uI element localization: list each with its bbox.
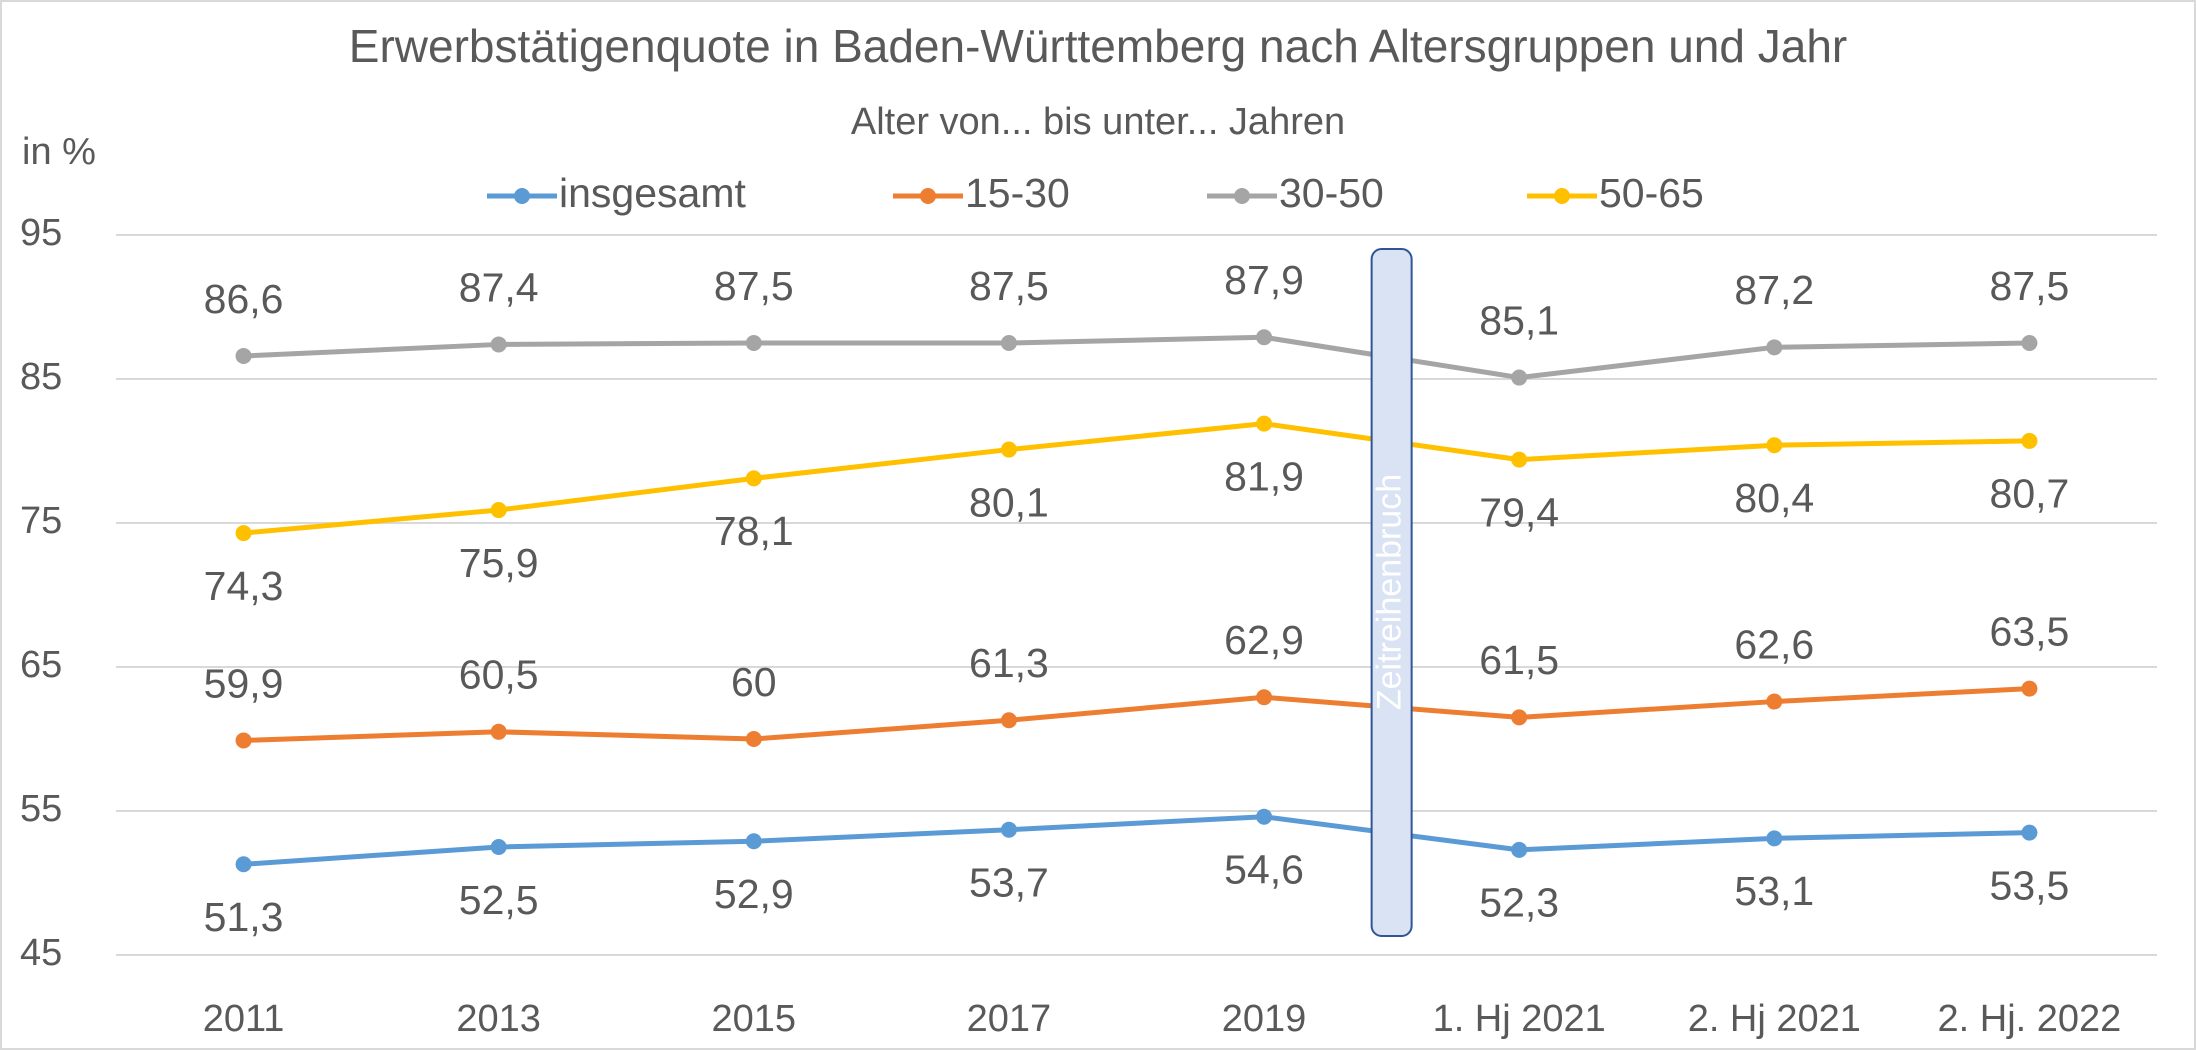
x-tick-label: 2019 (1222, 998, 1307, 1040)
point (490, 502, 507, 519)
line (243, 686, 2030, 743)
point (1766, 437, 1783, 454)
point (1256, 329, 1273, 346)
point (1000, 712, 1017, 729)
x-tick-label: 2013 (456, 998, 541, 1040)
data-label: 80,7 (1990, 471, 2070, 517)
data-label: 53,5 (1990, 862, 2070, 908)
point (235, 525, 252, 542)
legend-label: 15-30 (965, 170, 1070, 216)
data-label: 61,3 (969, 640, 1049, 686)
data-label: 81,9 (1224, 453, 1304, 499)
legend-label: 50-65 (1599, 170, 1704, 216)
point (2021, 335, 2038, 351)
chart-title: Erwerbstätigenquote in Baden-Württemberg… (349, 20, 1847, 72)
point (1256, 808, 1273, 825)
chart-subtitle: Alter von... bis unter... Jahren (851, 101, 1345, 143)
point (1256, 415, 1273, 432)
point (1766, 339, 1783, 356)
line (243, 421, 2030, 536)
point (235, 856, 252, 873)
data-label: 86,6 (204, 276, 284, 322)
data-label: 87,2 (1734, 267, 1814, 313)
x-tick-label: 2015 (712, 998, 797, 1040)
data-label: 51,3 (204, 894, 284, 940)
data-label: 87,4 (459, 264, 539, 310)
point (1511, 451, 1528, 468)
data-label: 63,5 (1990, 608, 2070, 654)
data-label: 53,1 (1734, 868, 1814, 914)
data-label: 62,6 (1734, 621, 1814, 667)
point (1766, 830, 1783, 847)
legend-marker (1554, 188, 1570, 204)
point (745, 335, 762, 351)
data-label: 78,1 (714, 508, 794, 554)
data-label: 75,9 (459, 540, 539, 586)
series-break (1370, 248, 1413, 937)
y-tick-label: 45 (20, 932, 62, 974)
data-label: 60 (731, 659, 777, 705)
point (1511, 841, 1528, 858)
data-label: 80,1 (969, 479, 1049, 525)
data-label: 59,9 (204, 660, 284, 706)
point (2021, 824, 2038, 841)
point (745, 470, 762, 487)
y-tick-label: 55 (20, 788, 62, 830)
legend-label: insgesamt (559, 170, 746, 216)
point (1511, 369, 1528, 386)
legend-marker (920, 188, 936, 204)
y-tick-label: 95 (20, 212, 62, 254)
y-axis-label: in % (22, 131, 96, 173)
data-label: 85,1 (1479, 297, 1559, 343)
x-tick-label: 2017 (967, 998, 1052, 1040)
data-label: 79,4 (1479, 489, 1559, 535)
data-label: 80,4 (1734, 475, 1814, 521)
line (243, 334, 2030, 381)
x-tick-label: 1. Hj 2021 (1433, 998, 1606, 1040)
data-label: 87,5 (714, 263, 794, 309)
point (1000, 441, 1017, 458)
data-label: 54,6 (1224, 847, 1304, 893)
data-label: 87,5 (969, 263, 1049, 309)
point (235, 347, 252, 364)
point (745, 731, 762, 747)
series-break-label: Zeitreihenbruch (1371, 474, 1409, 710)
point (490, 336, 507, 353)
x-tick-label: 2011 (203, 998, 285, 1040)
data-label: 62,9 (1224, 617, 1304, 663)
data-label: 60,5 (459, 652, 539, 698)
data-label: 61,5 (1479, 637, 1559, 683)
legend-label: 30-50 (1279, 170, 1384, 216)
x-tick-label: 2. Hj 2021 (1688, 998, 1861, 1040)
data-label: 87,9 (1224, 257, 1304, 303)
legend-marker (1234, 188, 1250, 204)
point (1511, 709, 1528, 726)
y-tick-label: 85 (20, 356, 62, 398)
data-label: 52,5 (459, 877, 539, 923)
point (1256, 689, 1273, 706)
y-tick-label: 65 (20, 644, 62, 686)
data-label: 53,7 (969, 860, 1049, 906)
point (1000, 335, 1017, 351)
point (235, 732, 252, 749)
data-label: 87,5 (1990, 263, 2070, 309)
data-label: 52,3 (1479, 880, 1559, 926)
legend-marker (514, 188, 530, 204)
line (243, 814, 2030, 867)
point (745, 833, 762, 850)
y-tick-label: 75 (20, 500, 62, 542)
x-tick-label: 2. Hj. 2022 (1938, 998, 2122, 1040)
data-label: 52,9 (714, 871, 794, 917)
point (2021, 432, 2038, 449)
point (2021, 680, 2038, 697)
point (490, 723, 507, 740)
point (1766, 693, 1783, 710)
point (490, 839, 507, 855)
point (1000, 821, 1017, 838)
data-label: 74,3 (204, 563, 284, 609)
